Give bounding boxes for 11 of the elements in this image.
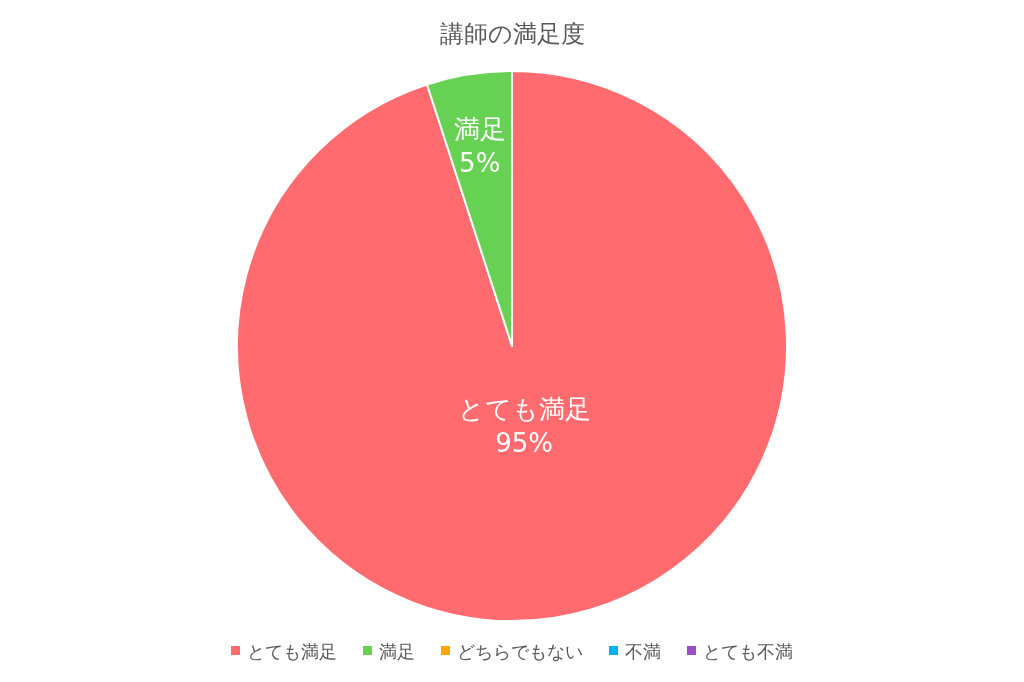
legend-label: どちらでもない	[457, 641, 583, 662]
slice-label: とても満足	[457, 394, 591, 425]
legend-label: 満足	[379, 641, 415, 662]
legend-label: とても満足	[247, 641, 337, 662]
legend-label: 不満	[625, 641, 661, 662]
chart-title: 講師の満足度	[439, 20, 585, 48]
legend-label: とても不満	[703, 641, 793, 662]
data-label: 95%	[495, 428, 553, 459]
pie-slice	[236, 70, 788, 622]
data-label: 5%	[459, 148, 501, 179]
slice-label: 満足	[453, 114, 506, 145]
